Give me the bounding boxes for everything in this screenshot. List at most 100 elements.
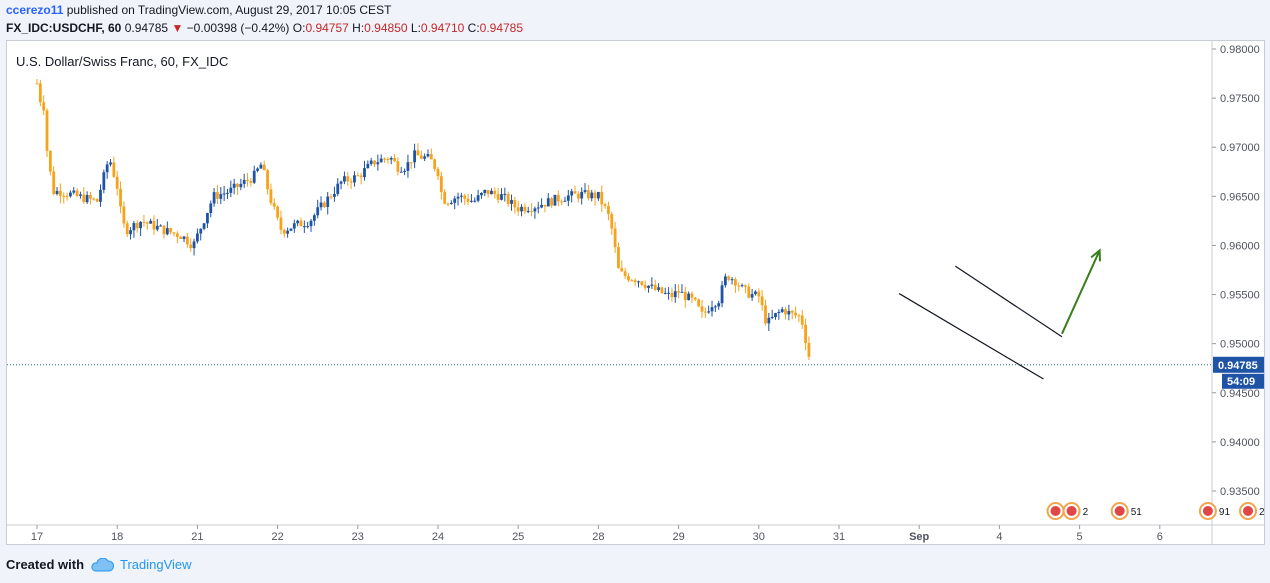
candle-body-down — [790, 310, 794, 313]
publisher-line: ccerezo11 published on TradingView.com, … — [6, 3, 391, 17]
candle-body-down — [142, 221, 146, 223]
candle-body-up — [155, 225, 159, 230]
candle-body-up — [774, 313, 777, 318]
candle-body-down — [496, 194, 500, 200]
candle-body-down — [282, 229, 286, 234]
time-tick-label: 31 — [833, 531, 845, 543]
candle-body-up — [192, 241, 196, 249]
candle-body-up — [376, 162, 380, 165]
candle-body-up — [239, 183, 243, 188]
candle-body-down — [189, 244, 193, 249]
price-tick-label: 0.96500 — [1220, 191, 1260, 203]
tradingview-cloud-icon — [91, 557, 115, 571]
candle-body-up — [389, 157, 393, 160]
price-axis[interactable]: 0.98000 0.97500 0.97000 0.96500 0.96000 0.955… — [1212, 44, 1260, 498]
candle-body-up — [500, 194, 503, 200]
candle-body-down — [436, 168, 440, 177]
candle-body-down — [607, 206, 610, 214]
candle-body-down — [416, 150, 420, 156]
event-badge-count: 2 — [1259, 507, 1264, 518]
channel-upper-line — [954, 265, 1063, 338]
candle-body-down — [216, 192, 219, 199]
candle-body-up — [470, 200, 473, 202]
candle-body-down — [506, 193, 510, 204]
candle-body-down — [677, 291, 680, 293]
candle-body-up — [780, 309, 784, 312]
tradingview-brand[interactable]: TradingView — [120, 557, 192, 572]
candle-body-up — [102, 172, 106, 190]
candle-body-down — [429, 154, 433, 160]
event-badges[interactable]: 525191221002216 — [1046, 502, 1265, 520]
candle-body-up — [406, 162, 410, 171]
candle-body-down — [620, 268, 624, 272]
time-tick-label: 6 — [1157, 531, 1163, 543]
time-tick-label: 29 — [672, 531, 684, 543]
candle-body-down — [513, 199, 517, 208]
candle-body-down — [760, 296, 764, 306]
candle-body-up — [533, 208, 537, 212]
candle-body-down — [35, 83, 39, 85]
candle-body-up — [353, 175, 356, 183]
close-value: 0.94785 — [479, 21, 524, 35]
candle-body-up — [473, 200, 477, 202]
time-tick-label: 21 — [191, 531, 203, 543]
candle-body-up — [99, 189, 102, 202]
candle-body-up — [526, 210, 530, 212]
candle-body-up — [149, 220, 153, 224]
candle-body-down — [670, 292, 674, 298]
candle-body-up — [449, 202, 453, 204]
candle-body-up — [286, 230, 290, 234]
candle-body-down — [603, 204, 607, 207]
time-axis[interactable]: 17 18 21 22 23 24 25 28 29 30 31 Sep 4 5 6 — [31, 525, 1163, 543]
candles — [35, 78, 811, 361]
candle-body-down — [82, 194, 86, 203]
candle-body-down — [162, 225, 166, 235]
candle-body-down — [633, 280, 637, 283]
drawings[interactable] — [898, 248, 1101, 380]
candle-body-down — [463, 195, 467, 199]
candle-body-up — [292, 223, 296, 229]
candle-body-down — [660, 287, 664, 293]
time-tick-label: 23 — [352, 531, 364, 543]
candle-body-up — [723, 276, 727, 286]
candle-body-down — [556, 194, 560, 202]
candle-body-down — [65, 195, 69, 197]
candle-body-down — [586, 190, 590, 199]
chart-panel[interactable]: U.S. Dollar/Swiss Franc, 60, FX_IDC 0.98… — [6, 40, 1265, 545]
candle-body-up — [787, 310, 791, 315]
candle-body-up — [105, 164, 109, 173]
candle-body-down — [690, 293, 694, 298]
projection-arrow-head — [1090, 248, 1101, 262]
candle-body-up — [637, 281, 640, 283]
candle-body-up — [546, 198, 550, 207]
candle-body-up — [296, 220, 300, 224]
candle-body-up — [206, 212, 209, 224]
publisher-username[interactable]: ccerezo11 — [6, 3, 64, 17]
candle-body-up — [710, 307, 714, 312]
time-tick-label: 4 — [996, 531, 1002, 543]
candle-body-up — [536, 207, 540, 209]
created-with-text: Created with — [6, 557, 85, 572]
candle-body-down — [804, 324, 807, 344]
candle-body-down — [560, 201, 564, 203]
candle-body-up — [209, 203, 213, 213]
candle-body-down — [744, 285, 747, 287]
current-price-tag — [1213, 356, 1264, 373]
candle-body-down — [576, 193, 580, 199]
candle-body-down — [794, 312, 797, 316]
last-price: 0.94785 — [124, 21, 169, 35]
symbol-name[interactable]: FX_IDC:USDCHF, 60 — [6, 21, 122, 35]
candle-body-down — [643, 285, 647, 288]
candle-body-up — [767, 317, 771, 324]
candle-body-up — [212, 192, 216, 204]
candle-body-up — [229, 187, 233, 193]
candle-body-down — [386, 159, 390, 161]
close-label: C: — [467, 21, 480, 35]
candle-body-down — [52, 171, 56, 195]
candle-body-up — [289, 228, 293, 231]
candle-body-down — [272, 203, 276, 207]
candle-body-down — [393, 157, 396, 162]
price-chart[interactable]: U.S. Dollar/Swiss Franc, 60, FX_IDC 0.98… — [7, 41, 1265, 544]
event-flag-icon — [1066, 506, 1077, 516]
candle-body-down — [38, 83, 42, 103]
